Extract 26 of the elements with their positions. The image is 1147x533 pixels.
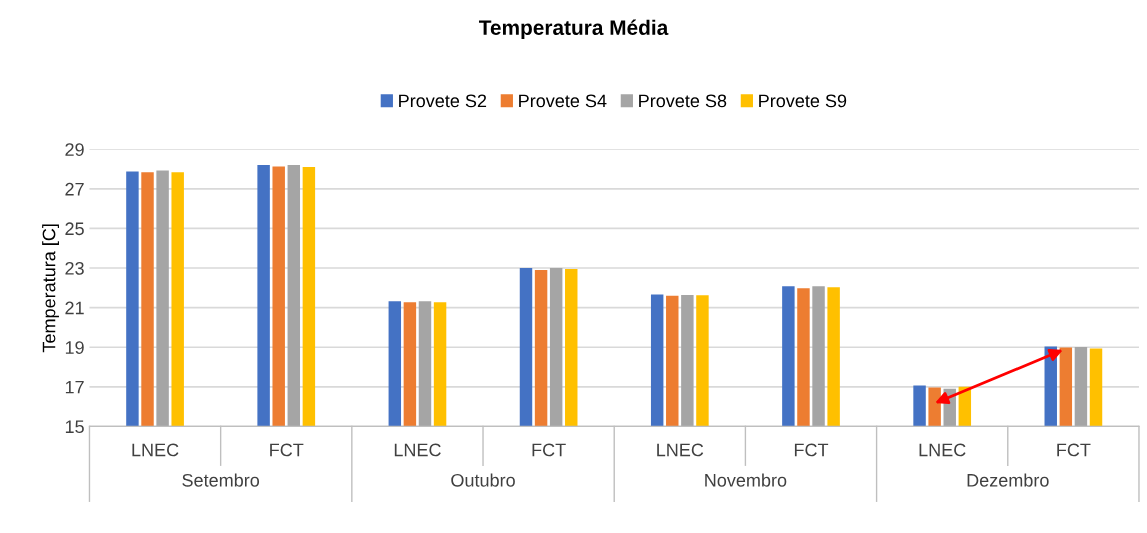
chart-title: Temperatura Média xyxy=(478,19,669,40)
legend-label: Provete S9 xyxy=(759,94,847,108)
y-tick-label: 21 xyxy=(65,301,84,315)
legend-label: Provete S4 xyxy=(519,94,607,108)
x-tick-label: LNEC xyxy=(132,443,179,457)
legend-label: Provete S8 xyxy=(639,94,727,108)
text: Setembro xyxy=(182,473,260,487)
y-tick-label: 27 xyxy=(65,182,84,196)
x-tick-label: FCT xyxy=(532,443,566,457)
x-tick-label: LNEC xyxy=(657,443,704,457)
text: Novembro xyxy=(705,473,787,487)
y-tick-label: 25 xyxy=(65,222,84,236)
y-tick-label: 19 xyxy=(65,341,84,354)
y-axis-title: Temperatura [C] xyxy=(42,224,59,353)
x-tick-label: LNEC xyxy=(919,443,966,457)
y-tick-label: 15 xyxy=(65,420,84,434)
x-tick-label: FCT xyxy=(1057,443,1091,457)
x-tick-label: LNEC xyxy=(394,443,441,457)
text: Outubro xyxy=(451,473,515,487)
x-tick-label: FCT xyxy=(270,443,304,457)
y-tick-label: 17 xyxy=(65,380,84,394)
text: Dezembro xyxy=(967,473,1049,487)
x-tick-label: FCT xyxy=(794,443,829,457)
y-tick-label: 23 xyxy=(65,261,84,275)
y-tick-label: 29 xyxy=(65,143,84,156)
legend-label: Provete S2 xyxy=(399,94,487,108)
